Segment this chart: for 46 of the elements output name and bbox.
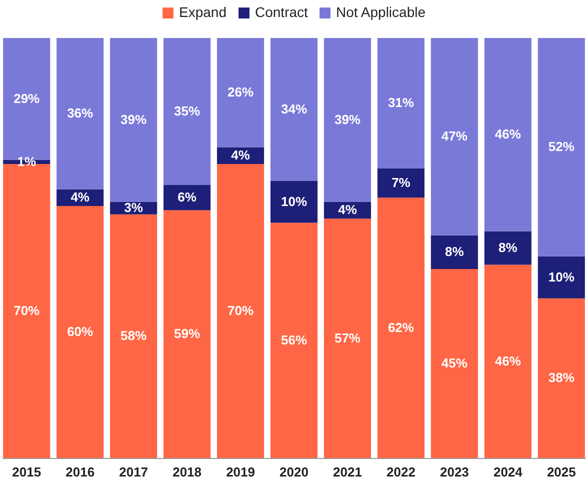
- x-tick-label: 2023: [440, 464, 469, 480]
- x-tick-label: 2017: [119, 464, 148, 480]
- data-label: 46%: [494, 353, 522, 368]
- legend-label: Contract: [255, 4, 308, 20]
- data-label: 62%: [388, 320, 414, 335]
- data-label: 26%: [228, 84, 254, 100]
- data-label: 58%: [120, 328, 148, 344]
- data-label: 52%: [548, 139, 575, 154]
- data-label: 70%: [14, 303, 40, 318]
- data-label: 4%: [338, 202, 358, 218]
- data-label: 39%: [334, 112, 361, 127]
- data-label: 70%: [228, 303, 254, 318]
- data-label: 10%: [548, 269, 575, 284]
- data-label: 7%: [392, 174, 411, 190]
- data-label: 45%: [441, 356, 468, 370]
- x-tick-label: 2025: [546, 464, 576, 480]
- data-label: 56%: [280, 332, 308, 348]
- data-label: 3%: [124, 200, 144, 216]
- data-label: 6%: [178, 190, 197, 205]
- data-label: 34%: [280, 101, 308, 116]
- x-tick-label: 2015: [12, 464, 42, 480]
- x-tick-label: 2024: [493, 464, 524, 480]
- data-label: 31%: [388, 95, 414, 110]
- x-tick-label: 2019: [226, 464, 255, 480]
- legend-label: Expand: [179, 4, 226, 20]
- x-tick-label: 2016: [66, 464, 95, 480]
- data-label: 4%: [70, 190, 90, 205]
- data-label: 39%: [120, 112, 148, 127]
- data-label: 29%: [14, 90, 40, 106]
- data-label: 47%: [441, 128, 468, 144]
- legend-label: Not Applicable: [336, 4, 426, 20]
- data-label: 57%: [334, 330, 361, 346]
- x-tick-label: 2018: [172, 464, 202, 480]
- data-label: 35%: [174, 104, 200, 118]
- data-label: 59%: [174, 326, 200, 342]
- data-label: 8%: [445, 244, 464, 260]
- data-label: 10%: [280, 194, 308, 209]
- data-label: 4%: [231, 148, 250, 163]
- data-label: 36%: [67, 106, 94, 121]
- x-tick-label: 2020: [280, 464, 308, 480]
- data-label: 60%: [67, 324, 94, 339]
- data-label: 8%: [498, 240, 518, 255]
- data-label: 38%: [548, 370, 575, 386]
- x-tick-label: 2021: [333, 464, 362, 480]
- data-label: 46%: [494, 126, 522, 142]
- x-tick-label: 2022: [386, 464, 416, 480]
